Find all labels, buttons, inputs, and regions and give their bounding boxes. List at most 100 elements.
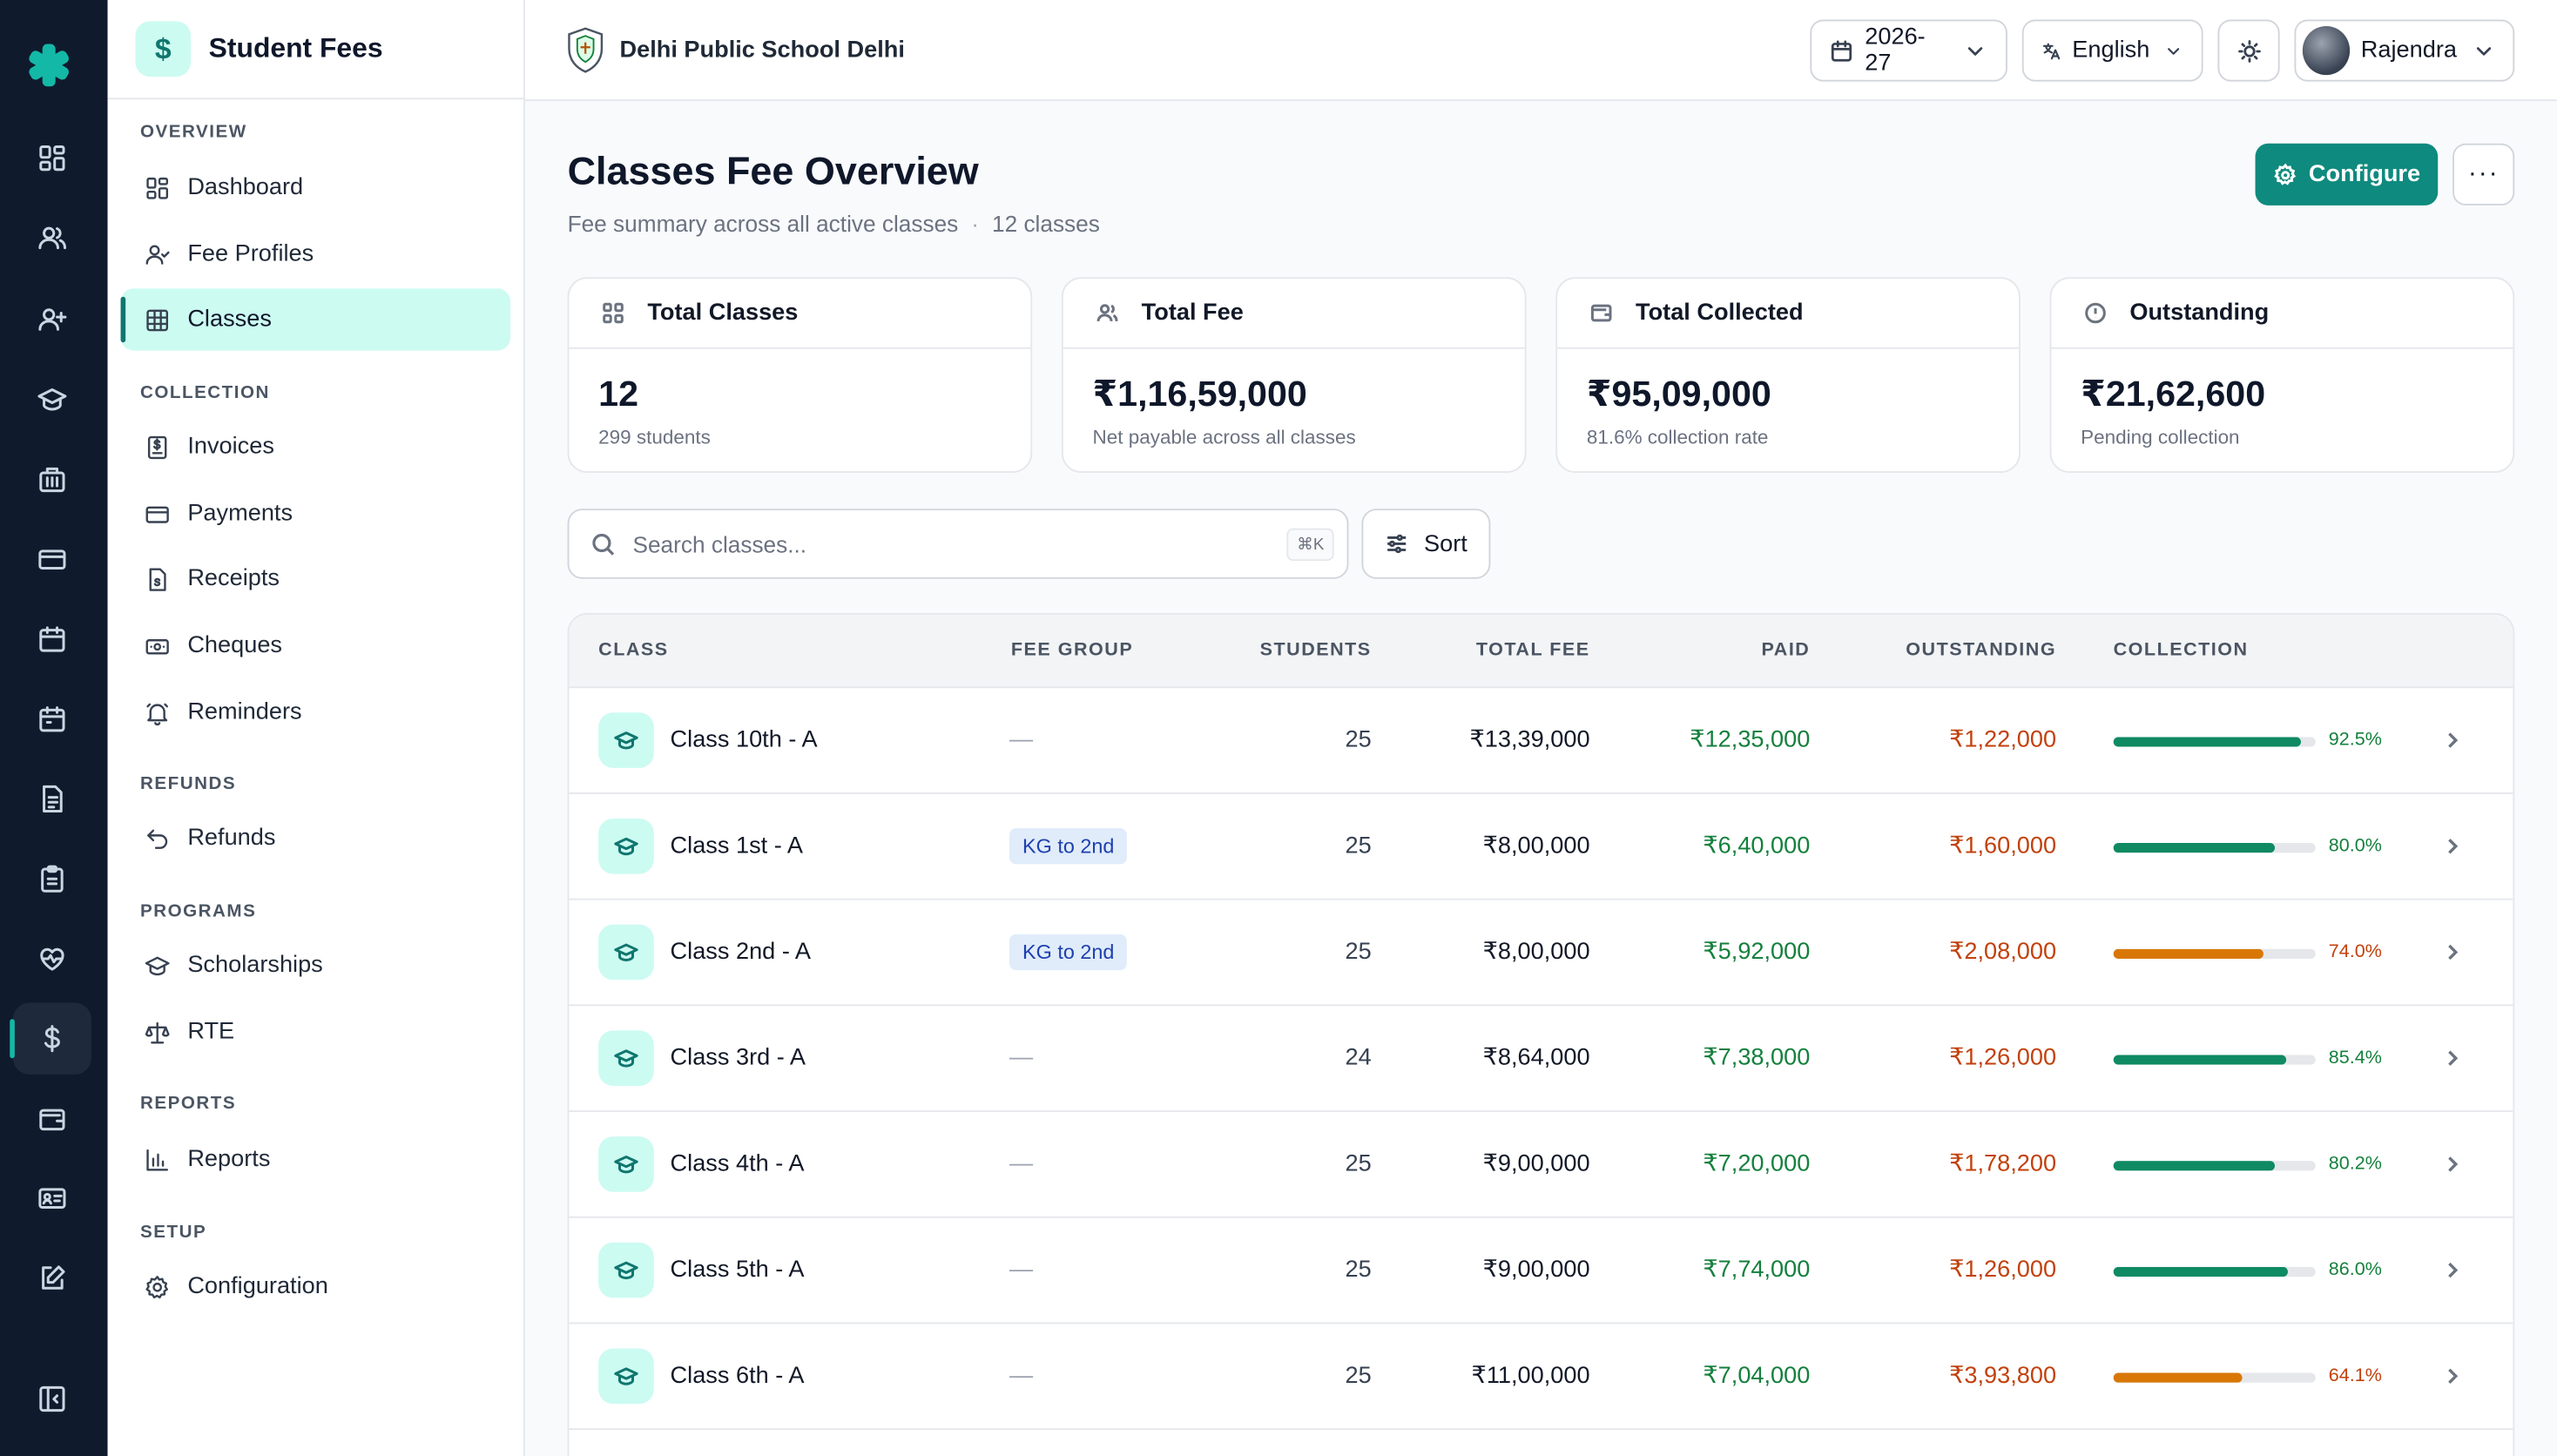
sort-label: Sort	[1423, 530, 1467, 557]
collection-percent: 80.2%	[2328, 1154, 2382, 1175]
collection-progress-bar	[2113, 1372, 2316, 1383]
sidebar-item-cheques[interactable]: Cheques	[121, 615, 511, 677]
rail-calendar-icon[interactable]	[13, 603, 91, 675]
sidebar-item-fee-profiles[interactable]: Fee Profiles	[121, 224, 511, 286]
school-selector[interactable]: Delhi Public School Delhi	[564, 26, 905, 75]
rail-heart-icon[interactable]	[13, 923, 91, 994]
sidebar-item-invoices[interactable]: Invoices	[121, 415, 511, 477]
rail-fees-icon[interactable]	[10, 1002, 91, 1075]
rail-id-card-icon[interactable]	[13, 1163, 91, 1234]
header-students[interactable]: STUDENTS	[1259, 640, 1372, 661]
rail-document-icon[interactable]	[13, 763, 91, 834]
paid-amount: ₹6,40,000	[1703, 832, 1811, 859]
search-input[interactable]	[632, 530, 1253, 557]
sidebar-item-label: Invoices	[187, 434, 274, 461]
header-fee-group[interactable]: FEE GROUP	[1010, 640, 1134, 661]
user-icon	[145, 244, 170, 264]
class-icon	[598, 712, 654, 768]
configure-label: Configure	[2308, 161, 2421, 188]
paid-amount: ₹7,20,000	[1703, 1150, 1811, 1177]
class-count: 12 classes	[992, 210, 1100, 237]
graduation-cap-icon	[614, 837, 638, 856]
rail-edit-icon[interactable]	[13, 1243, 91, 1314]
class-name: Class 5th - A	[670, 1257, 805, 1284]
header-collection[interactable]: COLLECTION	[2113, 640, 2249, 661]
sidebar-item-configuration[interactable]: Configuration	[121, 1256, 511, 1318]
header-paid[interactable]: PAID	[1761, 640, 1811, 661]
paid-amount: ₹12,35,000	[1690, 727, 1811, 754]
sidebar-item-rte[interactable]: RTE	[121, 1001, 511, 1063]
sidebar-item-dashboard[interactable]: Dashboard	[121, 157, 511, 219]
main-content: Classes Fee Overview Fee summary across …	[525, 101, 2557, 1456]
fee-group-empty: —	[1009, 1150, 1034, 1177]
class-icon	[598, 924, 654, 981]
sidebar-item-receipts[interactable]: Receipts	[121, 548, 511, 610]
sidebar-item-reminders[interactable]: Reminders	[121, 682, 511, 744]
banknote-icon	[145, 638, 169, 654]
table-row[interactable]: Class 4th - A — 25 ₹9,00,000 ₹7,20,000 ₹…	[569, 1112, 2513, 1218]
paid-amount: ₹7,38,000	[1703, 1045, 1811, 1072]
paid-amount: ₹7,74,000	[1703, 1257, 1811, 1284]
sidebar-item-refunds[interactable]: Refunds	[121, 807, 511, 869]
table-row[interactable]: Class 10th - A — 25 ₹13,39,000 ₹12,35,00…	[569, 688, 2513, 794]
rail-calendar-2-icon[interactable]	[13, 684, 91, 755]
header-outstanding[interactable]: OUTSTANDING	[1906, 640, 2057, 661]
rail-card-icon[interactable]	[13, 523, 91, 595]
table-row[interactable]: Class 6th - A — 25 ₹11,00,000 ₹7,04,000 …	[569, 1324, 2513, 1431]
chevron-right-icon[interactable]	[2441, 940, 2464, 963]
class-name: Class 6th - A	[670, 1363, 805, 1390]
table-header: CLASS FEE GROUP STUDENTS TOTAL FEE PAID …	[569, 614, 2513, 689]
users-icon	[1096, 304, 1118, 322]
header-total-fee[interactable]: TOTAL FEE	[1475, 640, 1590, 661]
undo-icon	[147, 828, 168, 848]
rail-collapse-icon[interactable]	[13, 1363, 91, 1434]
graduation-cap-icon	[614, 1367, 638, 1385]
table-row[interactable]: Class 5th - A — 25 ₹9,00,000 ₹7,74,000 ₹…	[569, 1218, 2513, 1325]
chevron-right-icon[interactable]	[2441, 1258, 2464, 1281]
table-row[interactable]: Class 1st - A KG to 2nd 25 ₹8,00,000 ₹6,…	[569, 794, 2513, 900]
table-row[interactable]: Class 3rd - A — 24 ₹8,64,000 ₹7,38,000 ₹…	[569, 1006, 2513, 1112]
outstanding-amount: ₹1,78,200	[1949, 1150, 2057, 1177]
card-title: Total Collected	[1636, 300, 1804, 327]
rail-wallet-icon[interactable]	[13, 1082, 91, 1154]
total-fee: ₹9,00,000	[1482, 1150, 1590, 1177]
language-selector[interactable]: English	[2021, 19, 2203, 82]
rail-dashboard-icon[interactable]	[13, 122, 91, 193]
outstanding-amount: ₹1,26,000	[1949, 1257, 2057, 1284]
chevron-right-icon[interactable]	[2441, 729, 2464, 752]
sidebar-item-label: Classes	[187, 307, 272, 333]
rail-building-icon[interactable]	[13, 443, 91, 515]
chevron-right-icon[interactable]	[2441, 1365, 2464, 1387]
collection-progress-fill	[2113, 737, 2301, 747]
rail-graduation-icon[interactable]	[13, 364, 91, 435]
class-name: Class 3rd - A	[670, 1045, 806, 1072]
more-options-button[interactable]: ···	[2452, 143, 2515, 206]
sidebar-item-reports[interactable]: Reports	[121, 1129, 511, 1190]
sort-button[interactable]: Sort	[1361, 509, 1491, 579]
fee-group-empty: —	[1009, 1257, 1034, 1284]
sidebar-item-classes[interactable]: Classes	[120, 288, 511, 351]
sidebar-item-scholarships[interactable]: Scholarships	[121, 934, 511, 996]
configure-button[interactable]: Configure	[2255, 143, 2439, 206]
chevron-right-icon[interactable]	[2441, 835, 2464, 858]
theme-toggle-button[interactable]	[2217, 19, 2280, 82]
stat-card-total-fee: Total Fee ₹1,16,59,000 Net payable acros…	[1061, 277, 1527, 473]
year-selector[interactable]: 2026-27	[1810, 19, 2007, 82]
table-row[interactable]: Class 2nd - A KG to 2nd 25 ₹8,00,000 ₹5,…	[569, 900, 2513, 1007]
user-menu[interactable]: Rajendra	[2294, 19, 2515, 82]
shortcut-hint: ⌘K	[1286, 528, 1334, 562]
rail-add-user-icon[interactable]	[13, 284, 91, 355]
chevron-right-icon[interactable]	[2441, 1153, 2464, 1176]
chevron-right-icon[interactable]	[2441, 1047, 2464, 1069]
rail-clipboard-icon[interactable]	[13, 843, 91, 914]
medical-logo-icon[interactable]	[23, 39, 75, 91]
fee-group-empty: —	[1009, 727, 1034, 754]
collection-progress-bar	[2113, 948, 2316, 959]
rail-users-icon[interactable]	[13, 202, 91, 273]
page-title: Classes Fee Overview	[567, 150, 979, 194]
user-name: Rajendra	[2360, 37, 2457, 64]
total-fee: ₹11,00,000	[1471, 1363, 1590, 1390]
card-title: Total Classes	[647, 300, 799, 327]
header-class[interactable]: CLASS	[598, 640, 669, 661]
sidebar-item-payments[interactable]: Payments	[121, 482, 511, 544]
